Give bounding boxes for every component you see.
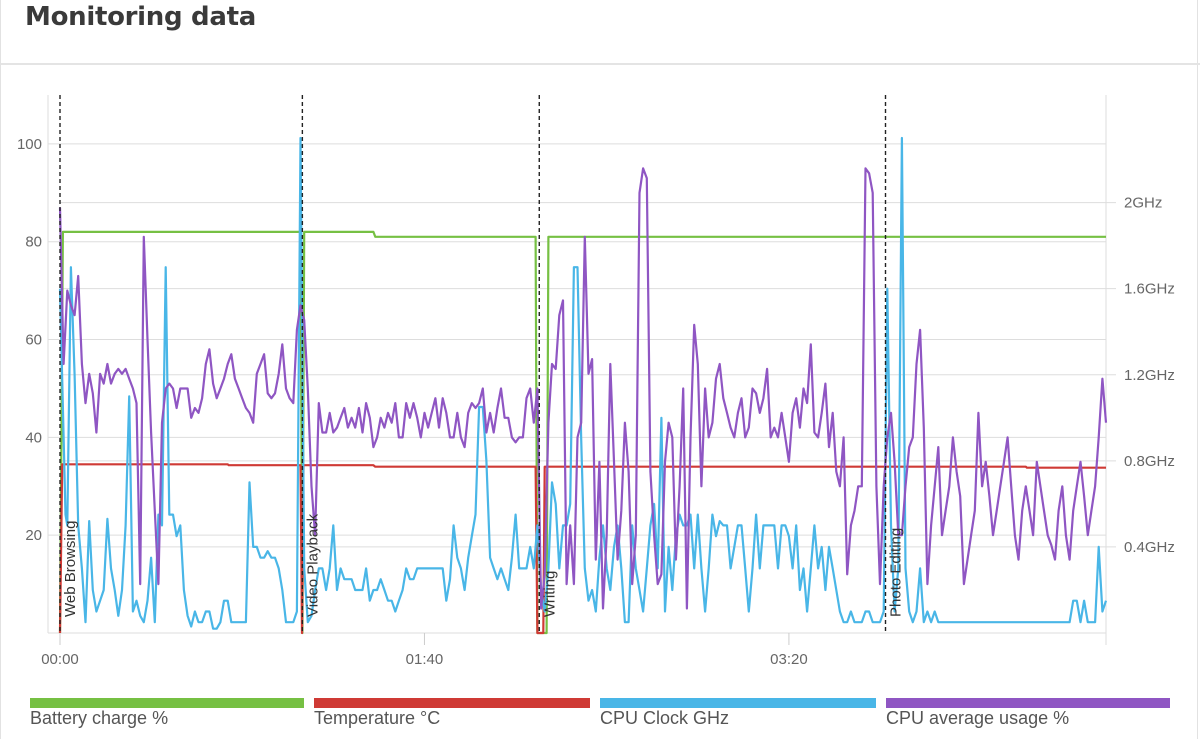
- y-right-tick-label: 0.8GHz: [1124, 453, 1175, 470]
- x-tick-label: 03:20: [770, 651, 808, 668]
- legend-item-temperature[interactable]: Temperature °C: [314, 697, 590, 739]
- legend-swatch-cpu-clock: [600, 698, 876, 708]
- page-title: Monitoring data: [25, 2, 256, 32]
- y-left-tick-label: 60: [25, 332, 42, 349]
- x-tick-label: 00:00: [41, 651, 79, 668]
- chart-legend: Battery charge % Temperature °C CPU Cloc…: [0, 697, 1200, 739]
- event-label: Writing: [541, 571, 558, 617]
- event-label: Photo Editing: [888, 528, 905, 617]
- legend-label-battery: Battery charge %: [30, 708, 169, 728]
- series-cpu-usage-line: [58, 167, 1108, 610]
- event-label: Video Playback: [304, 513, 321, 617]
- y-left-tick-label: 40: [25, 429, 42, 446]
- panel-header: Monitoring data: [1, 0, 1200, 65]
- legend-item-cpu-usage[interactable]: CPU average usage %: [886, 697, 1170, 739]
- legend-label-cpu-clock: CPU Clock GHz: [600, 708, 730, 728]
- event-label: Web Browsing: [62, 521, 79, 617]
- y-right-tick-label: 1.2GHz: [1124, 367, 1175, 384]
- series-temperature-line: [58, 463, 1106, 635]
- legend-swatch-battery: [30, 698, 304, 708]
- y-left-tick-label: 80: [25, 234, 42, 251]
- y-right-tick-label: 1.6GHz: [1124, 281, 1175, 298]
- y-left-tick-label: 20: [25, 527, 42, 544]
- legend-label-cpu-usage: CPU average usage %: [886, 708, 1070, 728]
- legend-item-cpu-clock[interactable]: CPU Clock GHz: [600, 697, 876, 739]
- legend-swatch-cpu-usage: [886, 698, 1170, 708]
- monitoring-chart: 20 40 60 80 100 0.4GHz 0.8GHz 1.2GHz 1.6GHz 2GHz 0…: [17, 95, 1175, 668]
- y-right-tick-label: 0.4GHz: [1124, 539, 1175, 556]
- y-left-tick-label: 100: [17, 136, 42, 153]
- series-battery-line: [58, 230, 1106, 635]
- legend-item-battery[interactable]: Battery charge %: [30, 697, 304, 739]
- y-right-tick-label: 2GHz: [1124, 195, 1162, 212]
- x-tick-label: 01:40: [406, 651, 444, 668]
- legend-swatch-temperature: [314, 698, 590, 708]
- legend-label-temperature: Temperature °C: [314, 708, 441, 728]
- series-cpu-clock-line: [58, 136, 1108, 630]
